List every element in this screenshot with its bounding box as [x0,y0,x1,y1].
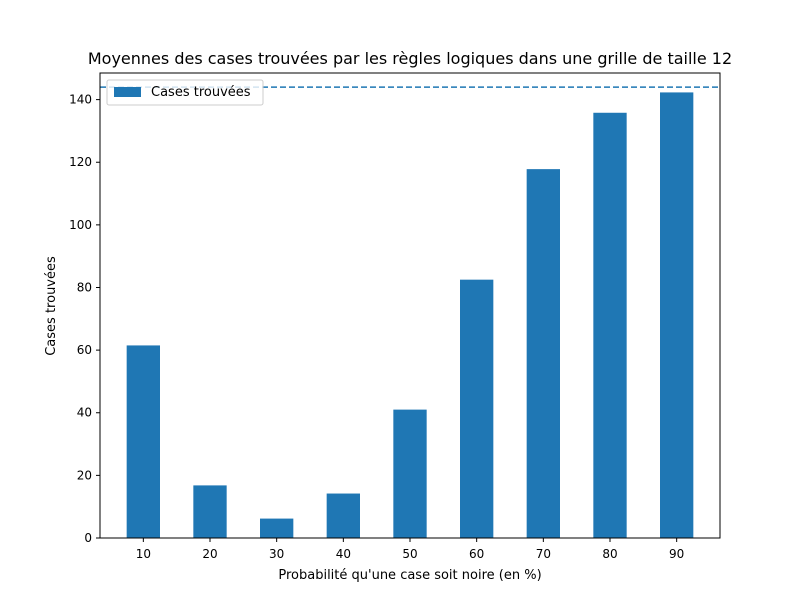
legend-box [106,79,264,106]
y-axis-label: Cases trouvées [44,256,59,356]
bars-layer [126,92,694,539]
bar-90 [660,92,694,539]
x-tick-label: 30 [269,547,284,561]
bar-60 [460,279,494,538]
x-tick-label: 50 [402,547,417,561]
x-axis-label: Probabilité qu'une case soit noire (en %… [278,568,541,583]
legend-swatch [114,87,141,97]
bar-30 [260,518,294,538]
y-tick-label: 80 [77,280,92,294]
bar-70 [526,169,560,538]
legend: Cases trouvées [106,79,264,106]
chart-title: Moyennes des cases trouvées par les règl… [88,49,732,68]
y-tick-label: 140 [69,93,92,107]
y-tick-label: 60 [77,343,92,357]
y-axis-ticks: 0 20 40 60 80 100 120 140 [69,93,100,545]
x-tick-label: 10 [136,547,151,561]
y-tick-label: 0 [84,531,92,545]
y-tick-label: 100 [69,218,92,232]
bar-20 [193,485,227,538]
x-tick-label: 40 [336,547,351,561]
bar-10 [126,345,160,538]
x-tick-label: 90 [669,547,684,561]
x-tick-label: 80 [602,547,617,561]
y-tick-label: 20 [77,468,92,482]
bar-40 [326,493,360,538]
legend-label: Cases trouvées [151,85,251,100]
x-tick-label: 20 [202,547,217,561]
x-tick-label: 70 [536,547,551,561]
x-axis-ticks: 10 20 30 40 50 60 70 80 90 [136,538,684,561]
bar-50 [393,409,427,538]
y-tick-label: 40 [77,406,92,420]
x-tick-label: 60 [469,547,484,561]
y-tick-label: 120 [69,155,92,169]
bar-80 [593,112,627,539]
